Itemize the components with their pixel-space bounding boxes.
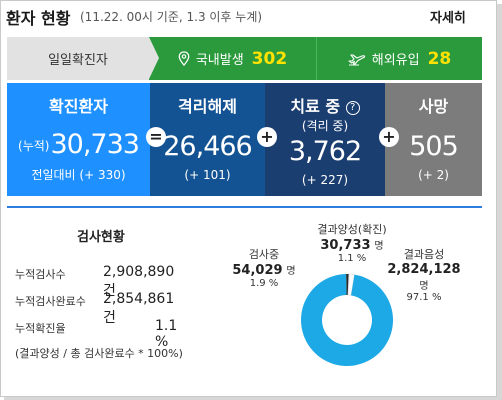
testing-value: 54,029 [232,263,283,278]
test-status-title: 검사현황 [77,230,125,245]
plus-sign: + [379,127,399,147]
donut-slice-negative [301,274,393,366]
test-row-key: 누적검사수 [15,268,66,281]
domestic-value: 302 [251,48,288,69]
domestic-label: 국내발생 [195,53,244,68]
treatment-cell: 치료 중 ? (격리 중) 3,762 (+ 227) [265,83,385,196]
testing-pct: 1.9 % [249,278,279,289]
confirmed-cell: 확진환자 (누적)30,733 전일대비 (+ 330) [7,83,150,196]
airplane-icon [348,52,366,66]
negative-pct: 97.1 % [406,292,442,303]
location-pin-icon [178,51,190,66]
confirmed-label: 확진환자 [49,97,108,116]
treatment-label-wrap: 치료 중 ? [265,93,385,117]
domestic-cases: 국내발생 302 [149,37,317,80]
overseas-value: 28 [427,48,452,69]
confirmed-value: 30,733 [50,129,139,160]
widget-shadow-bottom [4,397,502,400]
released-delta: (+ 101) [184,168,231,182]
treatment-value: 3,762 [288,136,362,167]
positive-pct: 1.1 % [337,253,367,264]
positive-value: 30,733 [320,238,371,253]
daily-confirmed-row: 일일확진자 국내발생 302 해외유입 28 [7,37,482,80]
overseas-cases: 해외유입 28 [317,37,482,80]
daily-arrow [149,37,159,79]
negative-value: 2,824,128 [387,262,461,277]
equals-sign: = [146,127,166,147]
treatment-sublabel: (격리 중) [301,119,349,133]
positive-title: 결과양성(확진) [317,223,387,236]
more-link[interactable]: 자세히 [430,11,466,26]
confirmed-delta: 전일대비 (+ 330) [31,168,126,182]
testing-label: 검사중 54,029 명 1.9 % [229,246,299,289]
donut-slice-testing [347,273,356,296]
test-row-key: 누적확진율 [15,322,66,335]
test-row-value: 2,908,890 건 [103,264,175,299]
testing-title: 검사중 [248,248,280,261]
test-result-donut-chart [301,273,393,366]
treatment-delta: (+ 227) [301,173,349,187]
cumulative-prefix: (누적) [18,139,50,153]
test-row-value: 2,854,861 건 [103,291,175,326]
positive-label: 결과양성(확진) 30,733 명 1.1 % [297,221,407,264]
test-rate-note: (결과양성 / 총 검사완료수 * 100%) [15,347,183,360]
widget-shadow [497,4,502,400]
negative-title: 결과음성 [403,248,445,261]
death-cell: 사망 505 (+ 2) [385,83,482,196]
overseas-label: 해외유입 [371,53,420,68]
released-value: 26,466 [163,131,252,162]
positive-unit: 명 [374,241,384,252]
released-label: 격리해제 [178,97,237,116]
released-cell: 격리해제 26,466 (+ 101) [150,83,265,196]
plus-sign: + [257,127,277,147]
test-row-key: 누적검사완료수 [15,295,86,308]
testing-unit: 명 [286,266,296,277]
death-value: 505 [409,131,459,162]
negative-unit: 명 [419,281,429,292]
negative-label: 결과음성 2,824,128 명 97.1 % [385,246,463,303]
test-status-panel: 검사현황 누적검사수 2,908,890 건 누적검사완료수 2,854,861… [7,206,482,390]
confirmed-value-wrap: (누적)30,733 [7,129,150,160]
widget-title: 환자 현황 [6,9,71,28]
treatment-label: 치료 중 [290,97,341,116]
widget-subtitle: (11.22. 00시 기준, 1.3 이후 누계) [80,10,263,24]
death-label: 사망 [418,97,449,116]
daily-confirmed-label: 일일확진자 [7,37,149,80]
cumulative-stats-row: 확진환자 (누적)30,733 전일대비 (+ 330) 격리해제 26,466… [7,83,482,196]
death-delta: (+ 2) [418,168,449,182]
help-icon[interactable]: ? [345,101,360,115]
test-row-value: 1.1 % [155,318,178,350]
